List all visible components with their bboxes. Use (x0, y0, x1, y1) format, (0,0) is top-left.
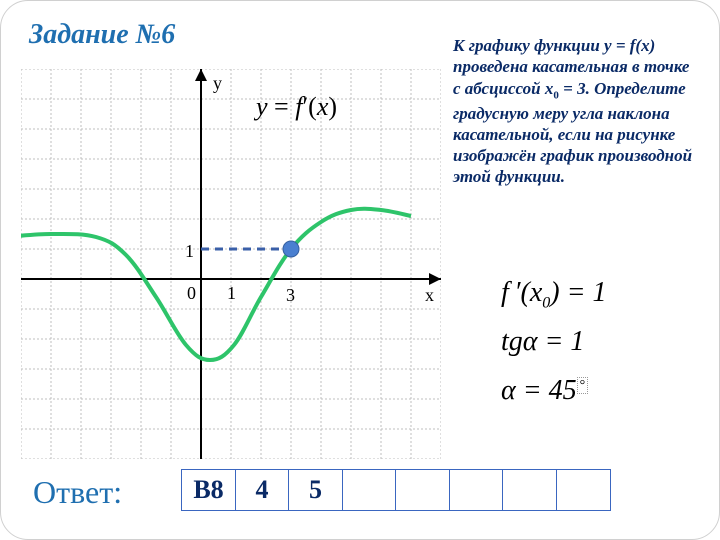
svg-text:0: 0 (187, 283, 196, 303)
svg-text:3: 3 (286, 285, 295, 305)
problem-statement: К графику функции y = f(x) проведена кас… (453, 35, 701, 188)
svg-text:x: x (425, 285, 434, 305)
answer-cell[interactable] (342, 469, 397, 511)
formula-alpha: α = 45° (501, 369, 701, 414)
svg-text:y = f′(x): y = f′(x) (253, 92, 337, 121)
formula-tg: tgα = 1 (501, 320, 701, 365)
answer-cell[interactable]: 4 (235, 469, 290, 511)
answer-cell[interactable]: B8 (181, 469, 236, 511)
formula-fprime: f ′(x0) = 1 (501, 271, 701, 316)
svg-text:1: 1 (185, 241, 194, 261)
answer-cell[interactable]: 5 (288, 469, 343, 511)
answer-label: Ответ: (33, 474, 122, 511)
answer-cell[interactable] (556, 469, 611, 511)
chart: y x 0 1 1 3 y = f′(x) (21, 69, 441, 459)
solution-formulas: f ′(x0) = 1 tgα = 1 α = 45° (501, 271, 701, 418)
task-title: Задание №6 (29, 19, 175, 51)
answer-cell[interactable] (449, 469, 504, 511)
slide: Задание №6 y x 0 1 1 3 y = f′(x) К графику фун… (0, 0, 720, 540)
chart-svg: y x 0 1 1 3 y = f′(x) (21, 69, 441, 459)
answer-cell[interactable] (395, 469, 450, 511)
answer-cells: B8 4 5 (181, 469, 611, 511)
svg-text:1: 1 (227, 283, 236, 303)
answer-cell[interactable] (502, 469, 557, 511)
svg-text:y: y (213, 73, 222, 93)
